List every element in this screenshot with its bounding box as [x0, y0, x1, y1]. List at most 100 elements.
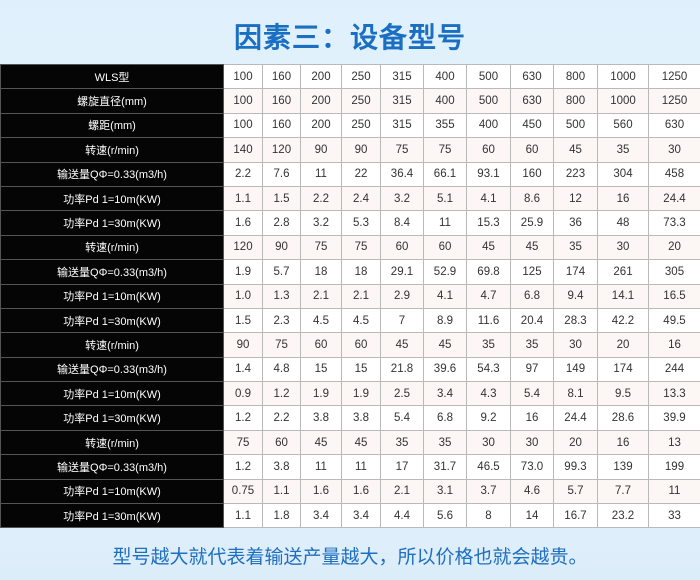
- table-row: 功率Pd 1=10m(KW) 1.0 1.3 2.1 2.1 2.9 4.1 4.7 6.8 9.…: [0, 283, 700, 309]
- table-cell: 15.3: [466, 210, 511, 236]
- table-cell: 139: [597, 454, 649, 480]
- table-cell: 4.5: [341, 307, 381, 334]
- row-label: 功率Pd 1=30m(KW): [0, 307, 224, 334]
- table-row: WLS型 100 160 200 250 315 400 500 630 800 1000 1250: [0, 63, 700, 90]
- table-cell: 31.7: [423, 454, 467, 480]
- spec-table: WLS型 100 160 200 250 315 400 500 630 800 1000 1250 螺…: [0, 63, 700, 529]
- row-label: 螺距(mm): [0, 112, 224, 139]
- table-cell: 149: [553, 356, 598, 383]
- table-cell: 1250: [648, 88, 700, 114]
- table-cell: 200: [300, 112, 342, 139]
- table-cell: 11: [341, 454, 381, 480]
- table-cell: 45: [423, 332, 467, 358]
- table-cell: 30: [648, 137, 700, 163]
- row-label: 功率Pd 1=10m(KW): [0, 381, 224, 407]
- table-cell: 69.8: [466, 259, 511, 285]
- table-cell: 11: [423, 210, 467, 236]
- table-cell: 120: [223, 234, 263, 261]
- table-cell: 90: [223, 332, 263, 358]
- table-cell: 20: [553, 429, 598, 456]
- table-cell: 2.1: [380, 478, 424, 505]
- table-cell: 1.3: [262, 283, 301, 309]
- table-cell: 160: [262, 63, 301, 90]
- table-cell: 35: [466, 332, 511, 358]
- table-cell: 60: [300, 332, 342, 358]
- table-cell: 3.8: [262, 454, 301, 480]
- table-cell: 45: [466, 234, 511, 261]
- table-cell: 52.9: [423, 259, 467, 285]
- table-cell: 2.1: [341, 283, 381, 309]
- table-cell: 99.3: [553, 454, 598, 480]
- table-cell: 14: [510, 503, 554, 529]
- table-cell: 15: [300, 356, 342, 383]
- table-cell: 2.9: [380, 283, 424, 309]
- table-cell: 174: [597, 356, 649, 383]
- table-cell: 100: [223, 88, 263, 114]
- table-cell: 100: [223, 63, 263, 90]
- table-cell: 2.3: [262, 307, 301, 334]
- table-cell: 4.4: [380, 503, 424, 529]
- table-cell: 400: [466, 112, 511, 139]
- table-cell: 315: [380, 112, 424, 139]
- table-row: 输送量QΦ=0.33(m3/h) 1.9 5.7 18 18 29.1 52.9 69.8 12…: [0, 259, 700, 285]
- table-cell: 66.1: [423, 161, 467, 187]
- table-cell: 97: [510, 356, 554, 383]
- table-cell: 22: [341, 161, 381, 187]
- table-cell: 75: [341, 234, 381, 261]
- row-label: WLS型: [0, 63, 224, 90]
- table-cell: 60: [262, 429, 301, 456]
- table-cell: 60: [510, 137, 554, 163]
- table-cell: 630: [510, 63, 554, 90]
- table-cell: 1.0: [223, 283, 263, 309]
- table-cell: 54.3: [466, 356, 511, 383]
- table-cell: 24.4: [648, 185, 700, 212]
- table-cell: 1.6: [341, 478, 381, 505]
- table-cell: 9.4: [553, 283, 598, 309]
- table-cell: 17: [380, 454, 424, 480]
- table-row: 功率Pd 1=10m(KW) 1.1 1.5 2.2 2.4 3.2 5.1 4.1 8.6 12…: [0, 185, 700, 212]
- table-cell: 28.6: [597, 405, 649, 431]
- table-cell: 4.8: [262, 356, 301, 383]
- table-row: 转速(r/min) 140 120 90 90 75 75 60 60 45 35 30: [0, 137, 700, 163]
- row-label: 输送量QΦ=0.33(m3/h): [0, 454, 224, 480]
- table-row: 螺距(mm) 100 160 200 250 315 355 400 450 500 560 630: [0, 112, 700, 139]
- table-cell: 16.5: [648, 283, 700, 309]
- table-cell: 45: [553, 137, 598, 163]
- table-cell: 11: [300, 454, 342, 480]
- table-cell: 800: [553, 63, 598, 90]
- table-cell: 200: [300, 63, 342, 90]
- table-cell: 2.2: [300, 185, 342, 212]
- row-label: 功率Pd 1=10m(KW): [0, 478, 224, 505]
- table-cell: 75: [423, 137, 467, 163]
- table-cell: 73.3: [648, 210, 700, 236]
- table-cell: 45: [510, 234, 554, 261]
- table-cell: 2.4: [341, 185, 381, 212]
- table-cell: 60: [423, 234, 467, 261]
- row-label: 转速(r/min): [0, 137, 224, 163]
- table-cell: 7: [380, 307, 424, 334]
- table-cell: 45: [300, 429, 342, 456]
- table-cell: 15: [341, 356, 381, 383]
- table-cell: 6.8: [510, 283, 554, 309]
- table-cell: 261: [597, 259, 649, 285]
- table-cell: 5.6: [423, 503, 467, 529]
- table-cell: 3.8: [300, 405, 342, 431]
- table-cell: 630: [510, 88, 554, 114]
- table-cell: 90: [262, 234, 301, 261]
- table-row: 功率Pd 1=10m(KW) 0.9 1.2 1.9 1.9 2.5 3.4 4.3 5.4 8.…: [0, 381, 700, 407]
- table-cell: 13.3: [648, 381, 700, 407]
- table-cell: 174: [553, 259, 598, 285]
- table-cell: 305: [648, 259, 700, 285]
- table-row: 输送量QΦ=0.33(m3/h) 1.4 4.8 15 15 21.8 39.6 54.3 97…: [0, 356, 700, 383]
- table-cell: 16: [510, 405, 554, 431]
- table-cell: 7.6: [262, 161, 301, 187]
- table-cell: 4.5: [300, 307, 342, 334]
- table-cell: 49.5: [648, 307, 700, 334]
- table-cell: 2.2: [223, 161, 263, 187]
- table-cell: 35: [423, 429, 467, 456]
- table-cell: 18: [300, 259, 342, 285]
- table-cell: 1.6: [223, 210, 263, 236]
- table-cell: 0.9: [223, 381, 263, 407]
- table-cell: 500: [466, 63, 511, 90]
- table-cell: 140: [223, 137, 263, 163]
